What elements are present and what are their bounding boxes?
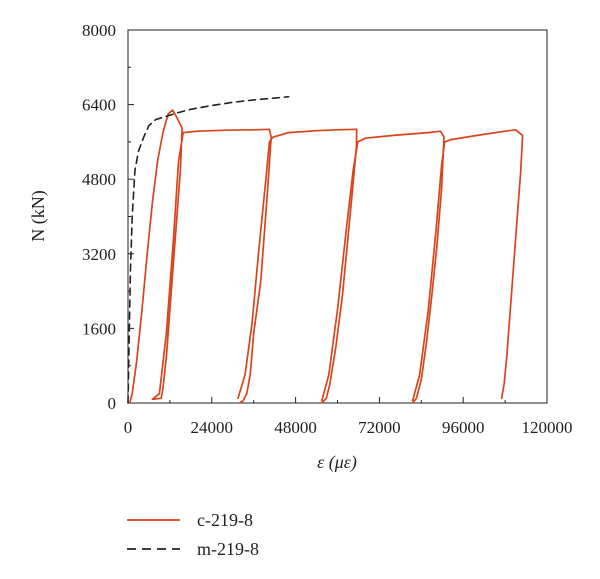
series-layer [127, 95, 524, 404]
x-tick-label: 24000 [191, 418, 234, 437]
axis-ticks [127, 29, 548, 404]
x-tick-label: 96000 [442, 418, 485, 437]
axis-tick-labels: 0 24000 48000 72000 96000 120000 0 1600 3200 4800… [82, 21, 573, 437]
x-axis-label: ε (με) [317, 452, 357, 473]
x-tick-label: 120000 [522, 418, 573, 437]
series-c-219-8-segment-2 [237, 128, 358, 404]
y-tick-label: 4800 [82, 170, 116, 189]
y-tick-label: 8000 [82, 21, 116, 40]
y-tick-label: 6400 [82, 96, 116, 115]
x-tick-label: 48000 [274, 418, 317, 437]
series-c-219-8-segment-3 [320, 130, 445, 404]
x-tick-label: 72000 [358, 418, 401, 437]
plot-frame [127, 29, 548, 404]
y-tick-label: 3200 [82, 245, 116, 264]
y-tick-label: 1600 [82, 319, 116, 338]
legend-label-m-219-8: m-219-8 [197, 539, 259, 559]
legend-label-c-219-8: c-219-8 [197, 510, 253, 530]
series-m-219-8-segment-0 [127, 95, 290, 404]
y-tick-label: 0 [108, 394, 117, 413]
series-c-219-8-segment-0 [128, 109, 185, 404]
x-tick-label: 0 [124, 418, 133, 437]
legend: c-219-8 m-219-8 [127, 510, 259, 559]
y-axis-label: N (kN) [28, 190, 49, 242]
series-c-219-8-segment-4 [411, 128, 524, 402]
series-c-219-8-segment-1 [182, 128, 273, 404]
